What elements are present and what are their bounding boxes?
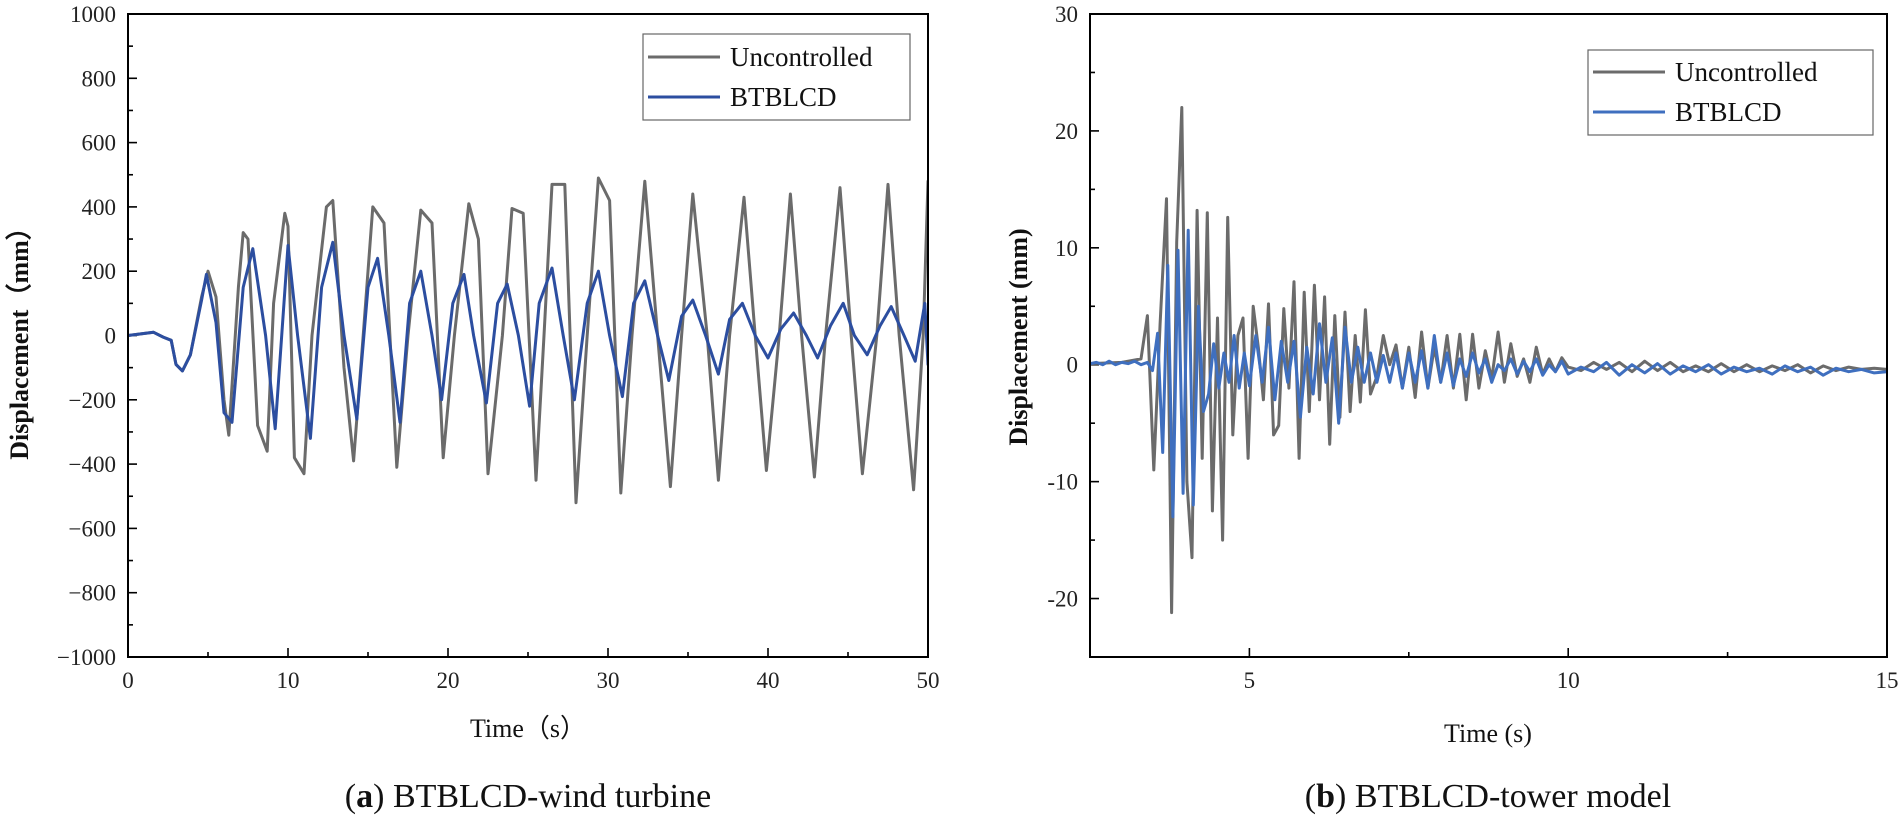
panel-a-series: [128, 176, 928, 505]
panel-a-legend-label-uncontrolled: Uncontrolled: [730, 42, 873, 72]
panel-a-y-tick-label: −800: [69, 581, 116, 606]
panel-b-legend-label-btblcd: BTBLCD: [1675, 97, 1782, 127]
panel-b-y-tick-label: 20: [1055, 119, 1078, 144]
panel-a-ticks: 0 10 20 30 40 50 −1000 −800 −600 −400 −200 0 200 400 6…: [57, 2, 939, 693]
panel-a-caption-letter: a: [356, 778, 373, 815]
panel-a-legend-box: [642, 33, 911, 121]
panel-b-legend-box: [1587, 49, 1874, 136]
panel-b-legend-label-uncontrolled: Uncontrolled: [1675, 57, 1818, 87]
panel-a-x-tick-label: 30: [597, 668, 620, 693]
panel-a-x-tick-label: 50: [917, 668, 940, 693]
panel-b-y-axis-title: Displacement (mm): [1004, 228, 1033, 445]
panel-b-x-tick-label: 15: [1876, 668, 1899, 693]
panel-a-y-tick-label: 200: [82, 259, 117, 284]
panel-b-series-uncontrolled: [1090, 106, 1887, 615]
panel-b-series: [1090, 106, 1887, 615]
panel-a-y-tick-label: −200: [69, 388, 116, 413]
panel-b-x-axis-title: Time (s): [1444, 719, 1532, 748]
panel-a-y-tick-label: 400: [82, 195, 117, 220]
panel-b-y-tick-label: 0: [1067, 353, 1079, 378]
panel-a-y-tick-label: 1000: [70, 2, 116, 27]
panel-b-ticks: 5 10 15 -20 -10 0 10 20 30: [1047, 2, 1898, 693]
panel-a-y-tick-label: −400: [69, 452, 116, 477]
panel-b-x-tick-label: 5: [1244, 668, 1256, 693]
panel-b-plot-frame: [1089, 13, 1888, 658]
panel-b-series-btblcd: [1090, 228, 1887, 519]
panel-a-x-tick-label: 0: [122, 668, 134, 693]
panel-a-series-btblcd: [128, 240, 928, 440]
panel-b-caption: (b) BTBLCD-tower model: [1305, 778, 1671, 815]
panel-a-plot-frame: [127, 13, 929, 658]
panel-a-x-tick-label: 20: [437, 668, 460, 693]
panel-a-legend: Uncontrolled BTBLCD: [642, 33, 911, 121]
panel-b-caption-letter: b: [1316, 778, 1335, 815]
panel-b-y-tick-label: 30: [1055, 2, 1078, 27]
panel-b-caption-text: BTBLCD-tower model: [1355, 778, 1671, 815]
panel-a-y-tick-label: 600: [82, 131, 117, 156]
panel-b-legend: Uncontrolled BTBLCD: [1587, 49, 1874, 136]
panel-a-x-axis-title: Time（s）: [470, 714, 586, 743]
panel-a-y-tick-label: 0: [105, 324, 117, 349]
panel-a-caption-text: BTBLCD-wind turbine: [393, 778, 711, 815]
panel-a-x-tick-label: 10: [277, 668, 300, 693]
panel-a-y-tick-label: −600: [69, 516, 116, 541]
panel-a-caption: (a) BTBLCD-wind turbine: [345, 778, 711, 815]
panel-b-y-tick-label: -10: [1047, 470, 1078, 495]
panel-a-y-tick-label: −1000: [57, 645, 116, 670]
panel-b-y-tick-label: -20: [1047, 587, 1078, 612]
panel-b-x-tick-label: 10: [1557, 668, 1580, 693]
panel-b-chart: 5 10 15 -20 -10 0 10 20 30 Uncontrolled BTBLCD T…: [1004, 2, 1899, 815]
panel-a-y-axis-title: Displacement（mm）: [5, 214, 34, 460]
panel-a-x-tick-label: 40: [757, 668, 780, 693]
panel-a-chart: 0 10 20 30 40 50 −1000 −800 −600 −400 −200 0 200 400 6…: [5, 2, 940, 815]
panel-b-y-tick-label: 10: [1055, 236, 1078, 261]
panel-a-series-uncontrolled: [128, 176, 928, 505]
panel-a-y-tick-label: 800: [82, 66, 117, 91]
panel-a-legend-label-btblcd: BTBLCD: [730, 82, 837, 112]
